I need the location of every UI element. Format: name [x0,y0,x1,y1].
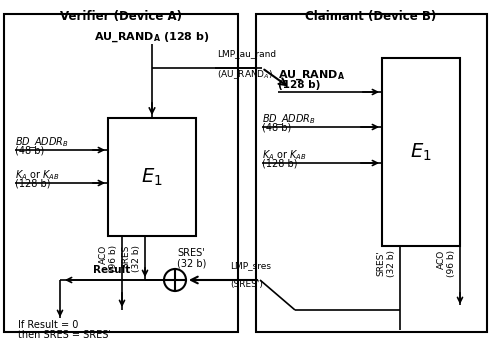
Text: $K_A$ or $K_{AB}$: $K_A$ or $K_{AB}$ [262,148,307,162]
Text: SRES
(32 b): SRES (32 b) [122,245,141,272]
Text: $BD\_ADDR_B$: $BD\_ADDR_B$ [262,112,316,127]
Bar [4,14,238,332]
Bar [108,118,196,236]
Bar [382,58,460,246]
Text: If Result = 0: If Result = 0 [18,320,79,330]
Text: Claimant (Device B): Claimant (Device B) [305,10,436,23]
Text: SRES'
(32 b): SRES' (32 b) [377,250,396,277]
Text: (SRES'): (SRES') [230,280,263,289]
Text: $E_1$: $E_1$ [410,141,432,163]
Text: LMP_sres: LMP_sres [230,261,271,270]
Text: $BD\_ADDR_B$: $BD\_ADDR_B$ [15,135,69,150]
Text: LMP_au_rand: LMP_au_rand [217,49,276,58]
Bar [256,14,487,332]
Text: (48 b): (48 b) [15,145,44,155]
Text: $\bf{AU\_RAND_A}$: $\bf{AU\_RAND_A}$ [278,68,345,82]
Text: (128 b): (128 b) [278,80,320,90]
Text: (128 b): (128 b) [262,158,298,168]
Text: $E_1$: $E_1$ [141,166,163,188]
Text: ACO
(96 b): ACO (96 b) [436,250,456,277]
Text: (128 b): (128 b) [15,178,51,188]
Text: ACO
(96 b): ACO (96 b) [99,245,118,272]
Text: (48 b): (48 b) [262,122,291,132]
Text: $K_A$ or $K_{AB}$: $K_A$ or $K_{AB}$ [15,168,60,182]
Text: (32 b): (32 b) [177,258,206,268]
Text: $\bf{AU\_RAND_A}$ (128 b): $\bf{AU\_RAND_A}$ (128 b) [94,30,210,43]
Text: (AU_RAND$_A$): (AU_RAND$_A$) [217,68,273,81]
Text: Verifier (Device A): Verifier (Device A) [60,10,182,23]
Text: then SRES = SRES': then SRES = SRES' [18,330,111,340]
Text: Result: Result [93,265,131,275]
Text: EERUF: EERUF [50,296,150,324]
Text: SRES': SRES' [177,248,205,258]
